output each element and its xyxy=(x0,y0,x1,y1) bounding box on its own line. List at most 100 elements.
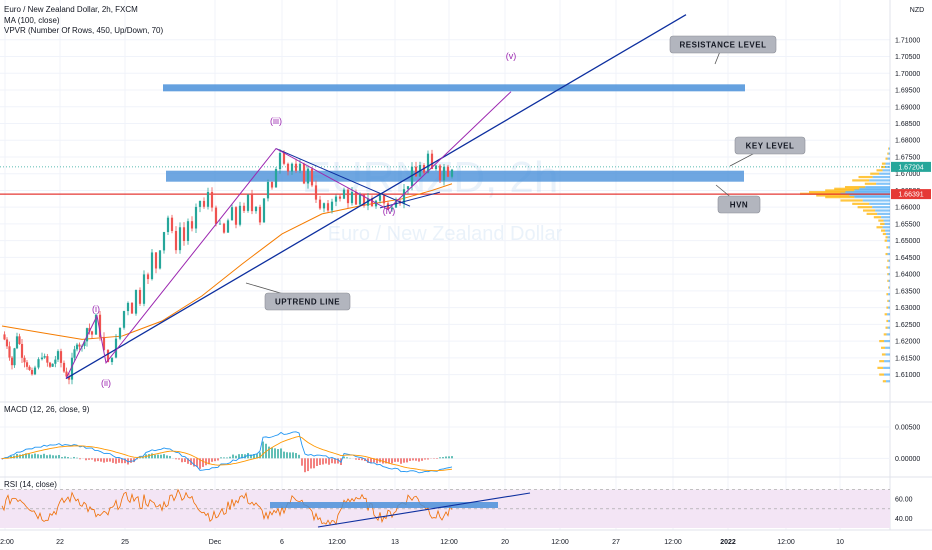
candle-body xyxy=(90,331,94,335)
candle-body xyxy=(214,207,218,224)
vp-bar-up xyxy=(854,196,890,199)
macd-histogram-bar xyxy=(325,458,327,464)
elliott-wave-path xyxy=(65,147,389,379)
macd-histogram-bar xyxy=(130,458,132,463)
macd-histogram-bar xyxy=(424,458,426,460)
candle-body xyxy=(446,166,450,177)
vp-bar-down xyxy=(834,187,860,190)
price-tick-label: 1.69000 xyxy=(895,104,920,111)
macd-histogram-bar xyxy=(193,458,195,467)
macd-histogram-bar xyxy=(58,454,60,459)
ma-legend[interactable]: MA (100, close) xyxy=(4,16,60,25)
macd-histogram-bar xyxy=(238,454,240,459)
vp-bar-down xyxy=(885,326,888,329)
macd-histogram-bar xyxy=(235,455,237,459)
macd-histogram-bar xyxy=(409,458,411,461)
vp-bar-up xyxy=(883,219,890,222)
macd-histogram-bar xyxy=(367,458,369,463)
macd-histogram-bar xyxy=(229,456,231,459)
candle-body xyxy=(298,163,302,171)
macd-histogram-bar xyxy=(241,454,243,459)
watermark-name: Euro / New Zealand Dollar xyxy=(328,223,563,245)
vp-bar-up xyxy=(865,185,890,189)
candle-body xyxy=(75,344,79,350)
candle-body xyxy=(186,221,190,241)
macd-histogram-bar xyxy=(28,453,30,459)
candle-body xyxy=(330,201,334,211)
macd-histogram-bar xyxy=(148,454,150,459)
candle-body xyxy=(88,328,91,332)
wave-connector-line xyxy=(275,148,411,207)
macd-histogram-bar xyxy=(439,457,441,459)
rsi-legend[interactable]: RSI (14, close) xyxy=(4,480,57,489)
key-level-callout-box xyxy=(734,136,806,155)
candle-body xyxy=(258,206,262,223)
vp-bar-up xyxy=(869,179,890,182)
candle-body xyxy=(262,198,266,223)
candle-body xyxy=(286,163,290,172)
price-tick-label: 1.67000 xyxy=(895,171,920,178)
vp-bar-down xyxy=(825,189,855,192)
symbol-title[interactable]: Euro / New Zealand Dollar, 2h, FXCM xyxy=(4,5,138,14)
macd-histogram-bar xyxy=(217,458,219,461)
candle-body xyxy=(238,205,242,225)
vp-bar-down xyxy=(840,199,863,202)
current-price-tag xyxy=(891,161,931,172)
vp-bar-down xyxy=(884,313,888,316)
candle-body xyxy=(43,356,46,358)
uptrend-line xyxy=(65,14,687,380)
resistance-zone xyxy=(163,84,745,92)
candle-body xyxy=(78,344,81,347)
macd-histogram-bar xyxy=(37,454,39,459)
macd-histogram-bar xyxy=(313,458,315,469)
vpvr-legend[interactable]: VPVR (Number Of Rows, 450, Up/Down, 70) xyxy=(4,26,164,35)
wave-label: (v) xyxy=(506,51,517,61)
macd-histogram-bar xyxy=(292,452,294,459)
vp-bar-down xyxy=(886,319,889,323)
candle-body xyxy=(106,349,110,363)
candle-body xyxy=(234,207,238,225)
candle-body xyxy=(54,359,57,364)
candle-body xyxy=(314,185,318,200)
vp-bar-up xyxy=(885,229,890,232)
candle-body xyxy=(414,166,418,177)
macd-histogram-bar xyxy=(133,458,135,463)
grid-lines xyxy=(0,0,932,531)
macd-histogram-bar xyxy=(49,454,51,459)
wave-label: (iii) xyxy=(270,116,282,126)
candle-body xyxy=(170,217,174,231)
macd-histogram-bar xyxy=(139,457,141,459)
macd-histogram-bar xyxy=(244,454,246,459)
macd-histogram-bar xyxy=(289,452,291,459)
vp-bar-down xyxy=(873,216,882,219)
price-tick-label: 1.71000 xyxy=(895,37,920,44)
time-tick-label: 12:00 xyxy=(0,539,14,546)
macd-histogram-bar xyxy=(67,457,69,459)
macd-histogram-bar xyxy=(91,458,93,460)
candle-body xyxy=(62,362,66,372)
candle-body xyxy=(118,327,122,339)
vp-bar-down xyxy=(885,157,888,160)
price-tick-label: 1.61000 xyxy=(895,372,920,379)
candle-body xyxy=(386,203,390,210)
candle-body xyxy=(138,289,142,304)
macd-histogram-bar xyxy=(394,458,396,462)
candle-body xyxy=(162,232,166,251)
macd-legend[interactable]: MACD (12, 26, close, 9) xyxy=(4,405,90,414)
macd-histogram-bar xyxy=(205,458,207,466)
macd-histogram-bar xyxy=(106,458,108,462)
candle-body xyxy=(154,252,158,269)
macd-histogram-bar xyxy=(295,453,297,459)
price-tick-label: 1.62000 xyxy=(895,339,920,346)
macd-histogram-bar xyxy=(274,448,276,459)
macd-histogram-bar xyxy=(304,458,306,473)
vp-bar-up xyxy=(886,232,890,236)
macd-histogram-bar xyxy=(73,456,75,459)
candle-body xyxy=(410,166,414,187)
price-tick-label: 1.68500 xyxy=(895,121,920,128)
candle-body xyxy=(194,206,198,229)
macd-histogram-bar xyxy=(232,454,234,459)
macd-histogram-bar xyxy=(226,457,228,459)
vp-bar-down xyxy=(877,366,884,369)
